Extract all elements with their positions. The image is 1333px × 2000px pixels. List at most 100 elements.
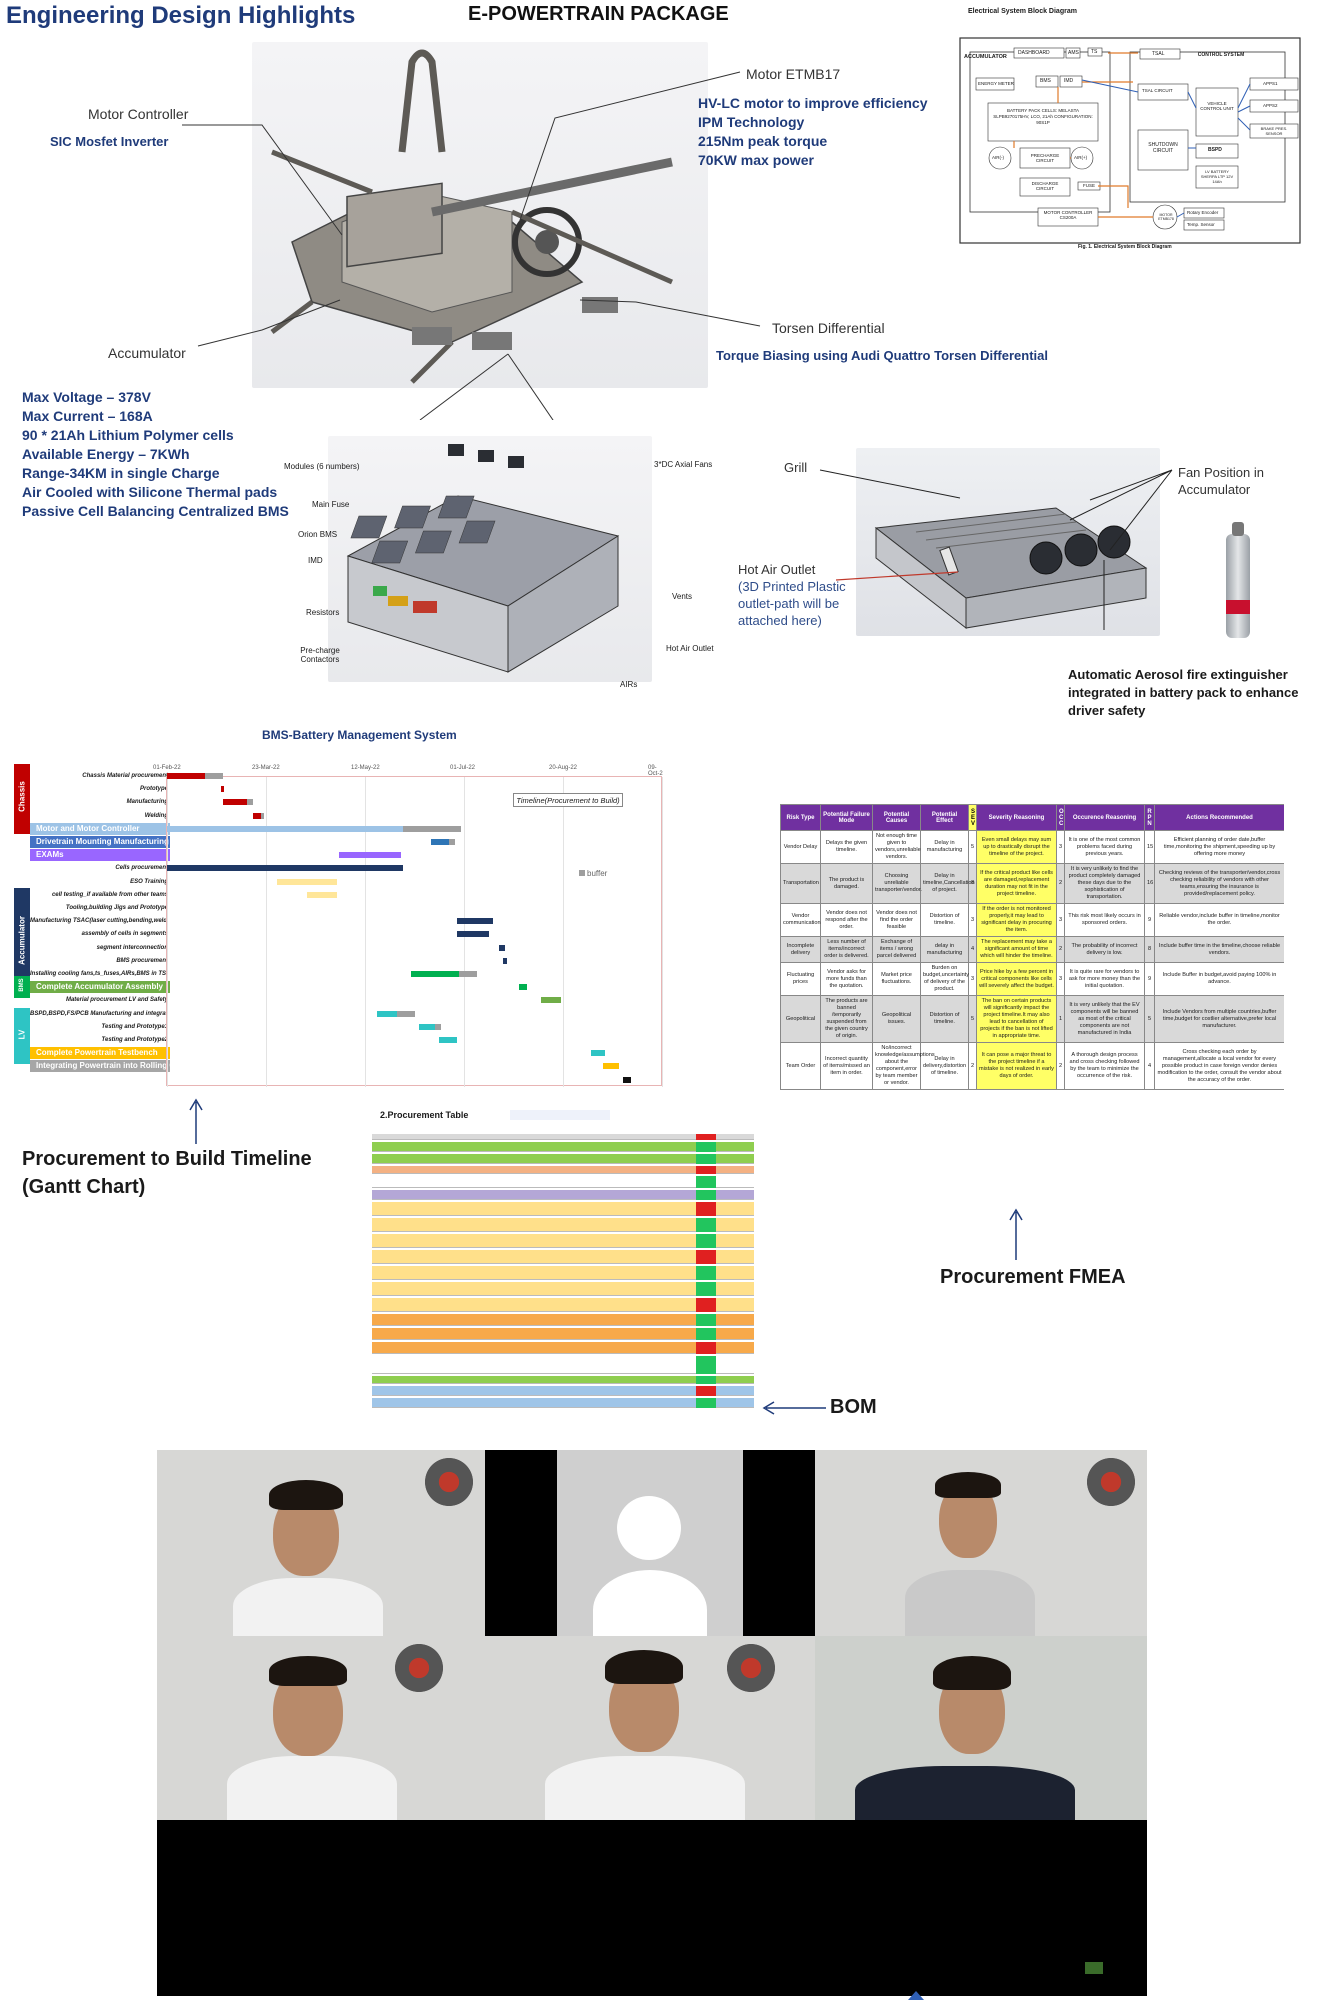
- fan-render: [856, 448, 1160, 636]
- fmea-cell: Checking reviews of the transporter/vend…: [1154, 863, 1284, 904]
- fmea-cell: 4: [1144, 1042, 1155, 1090]
- block-diagram-title: Electrical System Block Diagram: [968, 8, 1077, 15]
- fmea-cell: Vendor Delay: [780, 830, 821, 864]
- accumulator-label: Accumulator: [108, 345, 186, 361]
- block-diagram-caption: Fig. 1. Electrical System Block Diagram: [1078, 244, 1172, 250]
- fmea-header-cell: Actions Recommended: [1154, 804, 1284, 831]
- procurement-table: 2.Procurement Table: [372, 1108, 754, 1430]
- gantt-buffer-bar: [459, 971, 477, 977]
- procurement-status-cell: [696, 1166, 716, 1174]
- gantt-bar: [603, 1063, 619, 1070]
- fmea-cell: If the critical product like cells are d…: [976, 863, 1057, 904]
- gantt-buffer-bar: [403, 825, 461, 832]
- participant-4-hair: [269, 1656, 347, 1686]
- fmea-cell: Incomplete delivery: [780, 936, 821, 963]
- avatar-placeholder: [557, 1450, 743, 1636]
- fmea-cell: Include Vendors from multiple countries,…: [1154, 995, 1284, 1043]
- fmea-cell: This risk most likely occurs in sponsore…: [1064, 903, 1145, 937]
- gantt-timeline-box: Timeline(Procurement to Build): [513, 793, 623, 807]
- video-tile-1: [157, 1450, 485, 1636]
- fmea-cell: Exchange of items / wrong parcel deliver…: [872, 936, 921, 963]
- bd-label-motor: MOTOR ETMB178: [1158, 213, 1174, 221]
- fmea-row: Vendor communication Vendor does not resp…: [780, 903, 1284, 937]
- fan-hot-air-note: (3D Printed Plastic outlet-path will be …: [738, 579, 846, 628]
- gantt-group-chassis-label: Chassis: [17, 781, 27, 812]
- gantt-row-label: assembly of cells in segments: [81, 931, 168, 938]
- gantt-buffer-bar: [397, 1010, 415, 1017]
- fmea-cell: Transportation: [780, 863, 821, 904]
- gantt-row-label: BSPD,BSPD,FS/PCB Manufacturing and integ…: [30, 1010, 168, 1017]
- accumulator-specs: Max Voltage – 378V Max Current – 168A 90…: [22, 388, 289, 521]
- fan-leader-lines: [819, 469, 1173, 630]
- fmea-cell: 8: [1144, 936, 1155, 963]
- gantt-buffer-bar: [205, 773, 223, 779]
- gantt-buffer-bar: [435, 1023, 441, 1030]
- gantt-caption-arrow: [189, 1098, 203, 1144]
- fmea-cell: 1: [1056, 995, 1065, 1043]
- gantt-bar: [253, 812, 261, 819]
- procurement-row: [372, 1386, 754, 1396]
- acc-spec-1: Max Voltage – 378V: [22, 389, 151, 405]
- procurement-row: [372, 1298, 754, 1312]
- gantt-date-tick: 01-Feb-22: [153, 765, 181, 771]
- fmea-cell: Distortion of timeline.: [920, 995, 969, 1043]
- fmea-cell: No/incorrect knowledge/assumptions about…: [872, 1042, 935, 1090]
- bd-label-vcu: VEHICLE CONTROL UNIT: [1200, 101, 1234, 111]
- acc-label-fuse: Main Fuse: [312, 500, 350, 509]
- fmea-row: Geopolitical The products are banned /tem…: [780, 995, 1284, 1043]
- gantt-bar: [339, 852, 401, 859]
- participant-3-hair: [935, 1472, 1001, 1498]
- fmea-cell: Even small delays may sum up to drastica…: [976, 830, 1057, 864]
- block-diagram: Electrical System Block Diagram ACCUMULA…: [958, 8, 1328, 256]
- gantt-row-label: cell testing_if available from other tea…: [51, 891, 168, 898]
- video-call-grid: [157, 1450, 1147, 1996]
- fmea-cell: The replacement may take a significant a…: [976, 936, 1057, 963]
- gantt-bar: [439, 1037, 457, 1043]
- gantt-bar: [541, 997, 561, 1004]
- procurement-status-cell: [696, 1386, 716, 1396]
- fmea-header-cell: Occurence Reasoning: [1064, 804, 1145, 831]
- extinguisher-band: [1226, 600, 1250, 614]
- procurement-status-cell: [696, 1142, 716, 1152]
- gantt-buffer-bar: [247, 799, 253, 806]
- gantt-row-label: segment interconnection: [96, 944, 168, 951]
- fmea-cell: 5: [968, 995, 977, 1043]
- gantt-buffer-legend: buffer: [579, 869, 607, 878]
- team-logo-icon: [419, 1456, 479, 1508]
- fmea-cell: delay in manufacturing: [920, 936, 969, 963]
- fmea-cell: 2: [1056, 1042, 1065, 1090]
- gantt-row-label: Testing and Prototype1: [101, 1023, 168, 1030]
- fmea-cell: It is very unlikely to find the product …: [1064, 863, 1145, 904]
- procurement-row: [372, 1134, 754, 1140]
- bd-label-tsal: TSAL: [1152, 51, 1165, 57]
- fire-extinguisher: [1222, 522, 1254, 640]
- package-title: E-POWERTRAIN PACKAGE: [468, 3, 729, 25]
- fmea-cell: Distortion of timeline.: [920, 903, 969, 937]
- bd-label-apps2: APPS2: [1263, 103, 1278, 108]
- gantt-bar: [591, 1050, 605, 1057]
- motor-specs: HV-LC motor to improve efficiency IPM Te…: [698, 94, 927, 170]
- fmea-cell: A thorough design process and cross chec…: [1064, 1042, 1145, 1090]
- bd-label-air1: AIR(-): [992, 155, 1004, 160]
- procurement-row: [372, 1314, 754, 1326]
- procurement-status-cell: [696, 1176, 716, 1188]
- fmea-cell: Reliable vendor,include buffer in timeli…: [1154, 903, 1284, 937]
- procurement-row: [372, 1328, 754, 1340]
- fmea-cell: Less number of items/incorrect order is …: [820, 936, 873, 963]
- procurement-status-cell: [696, 1328, 716, 1340]
- procurement-row: [372, 1166, 754, 1174]
- video-tile-3: [815, 1450, 1147, 1636]
- fmea-cell: Cross checking each order by management,…: [1154, 1042, 1284, 1090]
- acc-spec-6: Air Cooled with Silicone Thermal pads: [22, 484, 278, 500]
- buffer-swatch: [579, 870, 585, 876]
- gantt-bar: [221, 786, 224, 793]
- gantt-bars: [167, 773, 663, 1087]
- procurement-status-cell: [696, 1218, 716, 1232]
- gantt-gridline: [365, 777, 366, 1087]
- fmea-cell: Efficient planning of order date,buffer …: [1154, 830, 1284, 864]
- bom-caption: BOM: [830, 1396, 877, 1418]
- bd-label-accumulator: ACCUMULATOR: [964, 54, 1007, 60]
- gantt-group-lv-label: LV: [17, 1029, 27, 1040]
- bd-label-rotary: Rotary Encoder: [1187, 210, 1219, 215]
- acc-label-modules: Modules (6 numbers): [284, 462, 360, 471]
